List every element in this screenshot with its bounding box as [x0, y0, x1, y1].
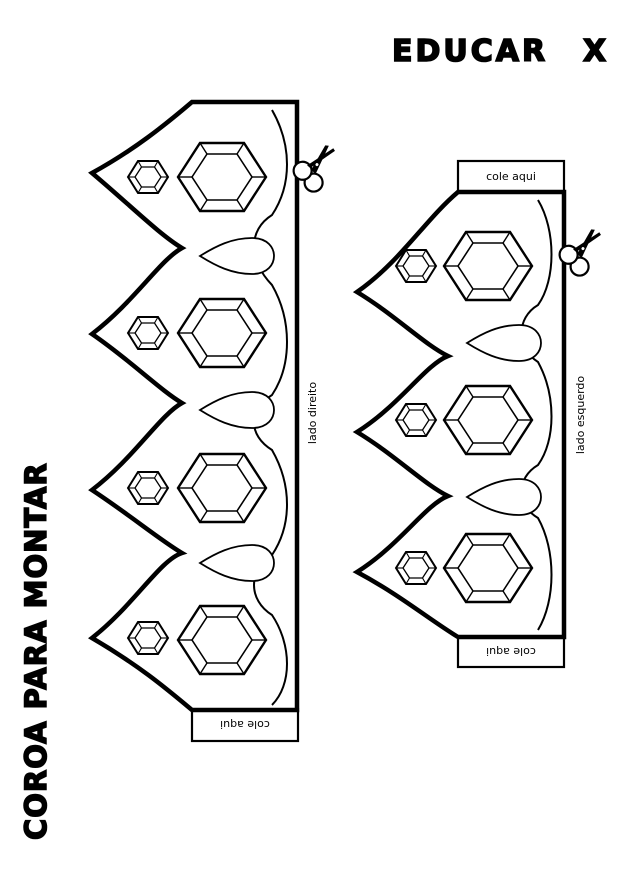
glue-tab-bottom: cole aqui — [190, 707, 300, 743]
small-gem — [127, 621, 169, 655]
glue-tab-bottom: cole aqui — [456, 635, 566, 669]
logo-text: EDUCAR — [392, 34, 548, 69]
small-gem — [395, 551, 437, 585]
crown-left-side: cole aqui cole aqui lado esquerdo — [352, 159, 613, 669]
small-gem — [127, 160, 169, 194]
glue-tab-top: cole aqui — [456, 159, 566, 194]
crown-right-side: cole aqui lado direito — [88, 99, 347, 743]
glue-tab-label-bottom: cole aqui — [486, 645, 536, 658]
side-label-left: lado esquerdo — [574, 376, 587, 455]
small-gem — [395, 249, 437, 283]
small-gem — [395, 403, 437, 437]
educar-logo: EDUCAR X — [391, 33, 609, 70]
glue-tab-label: cole aqui — [220, 718, 270, 731]
side-label-right: lado direito — [306, 382, 319, 444]
small-gem — [127, 316, 169, 350]
page-title: COROA PARA MONTAR — [19, 462, 53, 840]
logo-mark: X — [583, 34, 609, 69]
crown-inner-band — [520, 199, 553, 631]
glue-tab-label-top: cole aqui — [486, 170, 536, 183]
small-gem — [127, 471, 169, 505]
